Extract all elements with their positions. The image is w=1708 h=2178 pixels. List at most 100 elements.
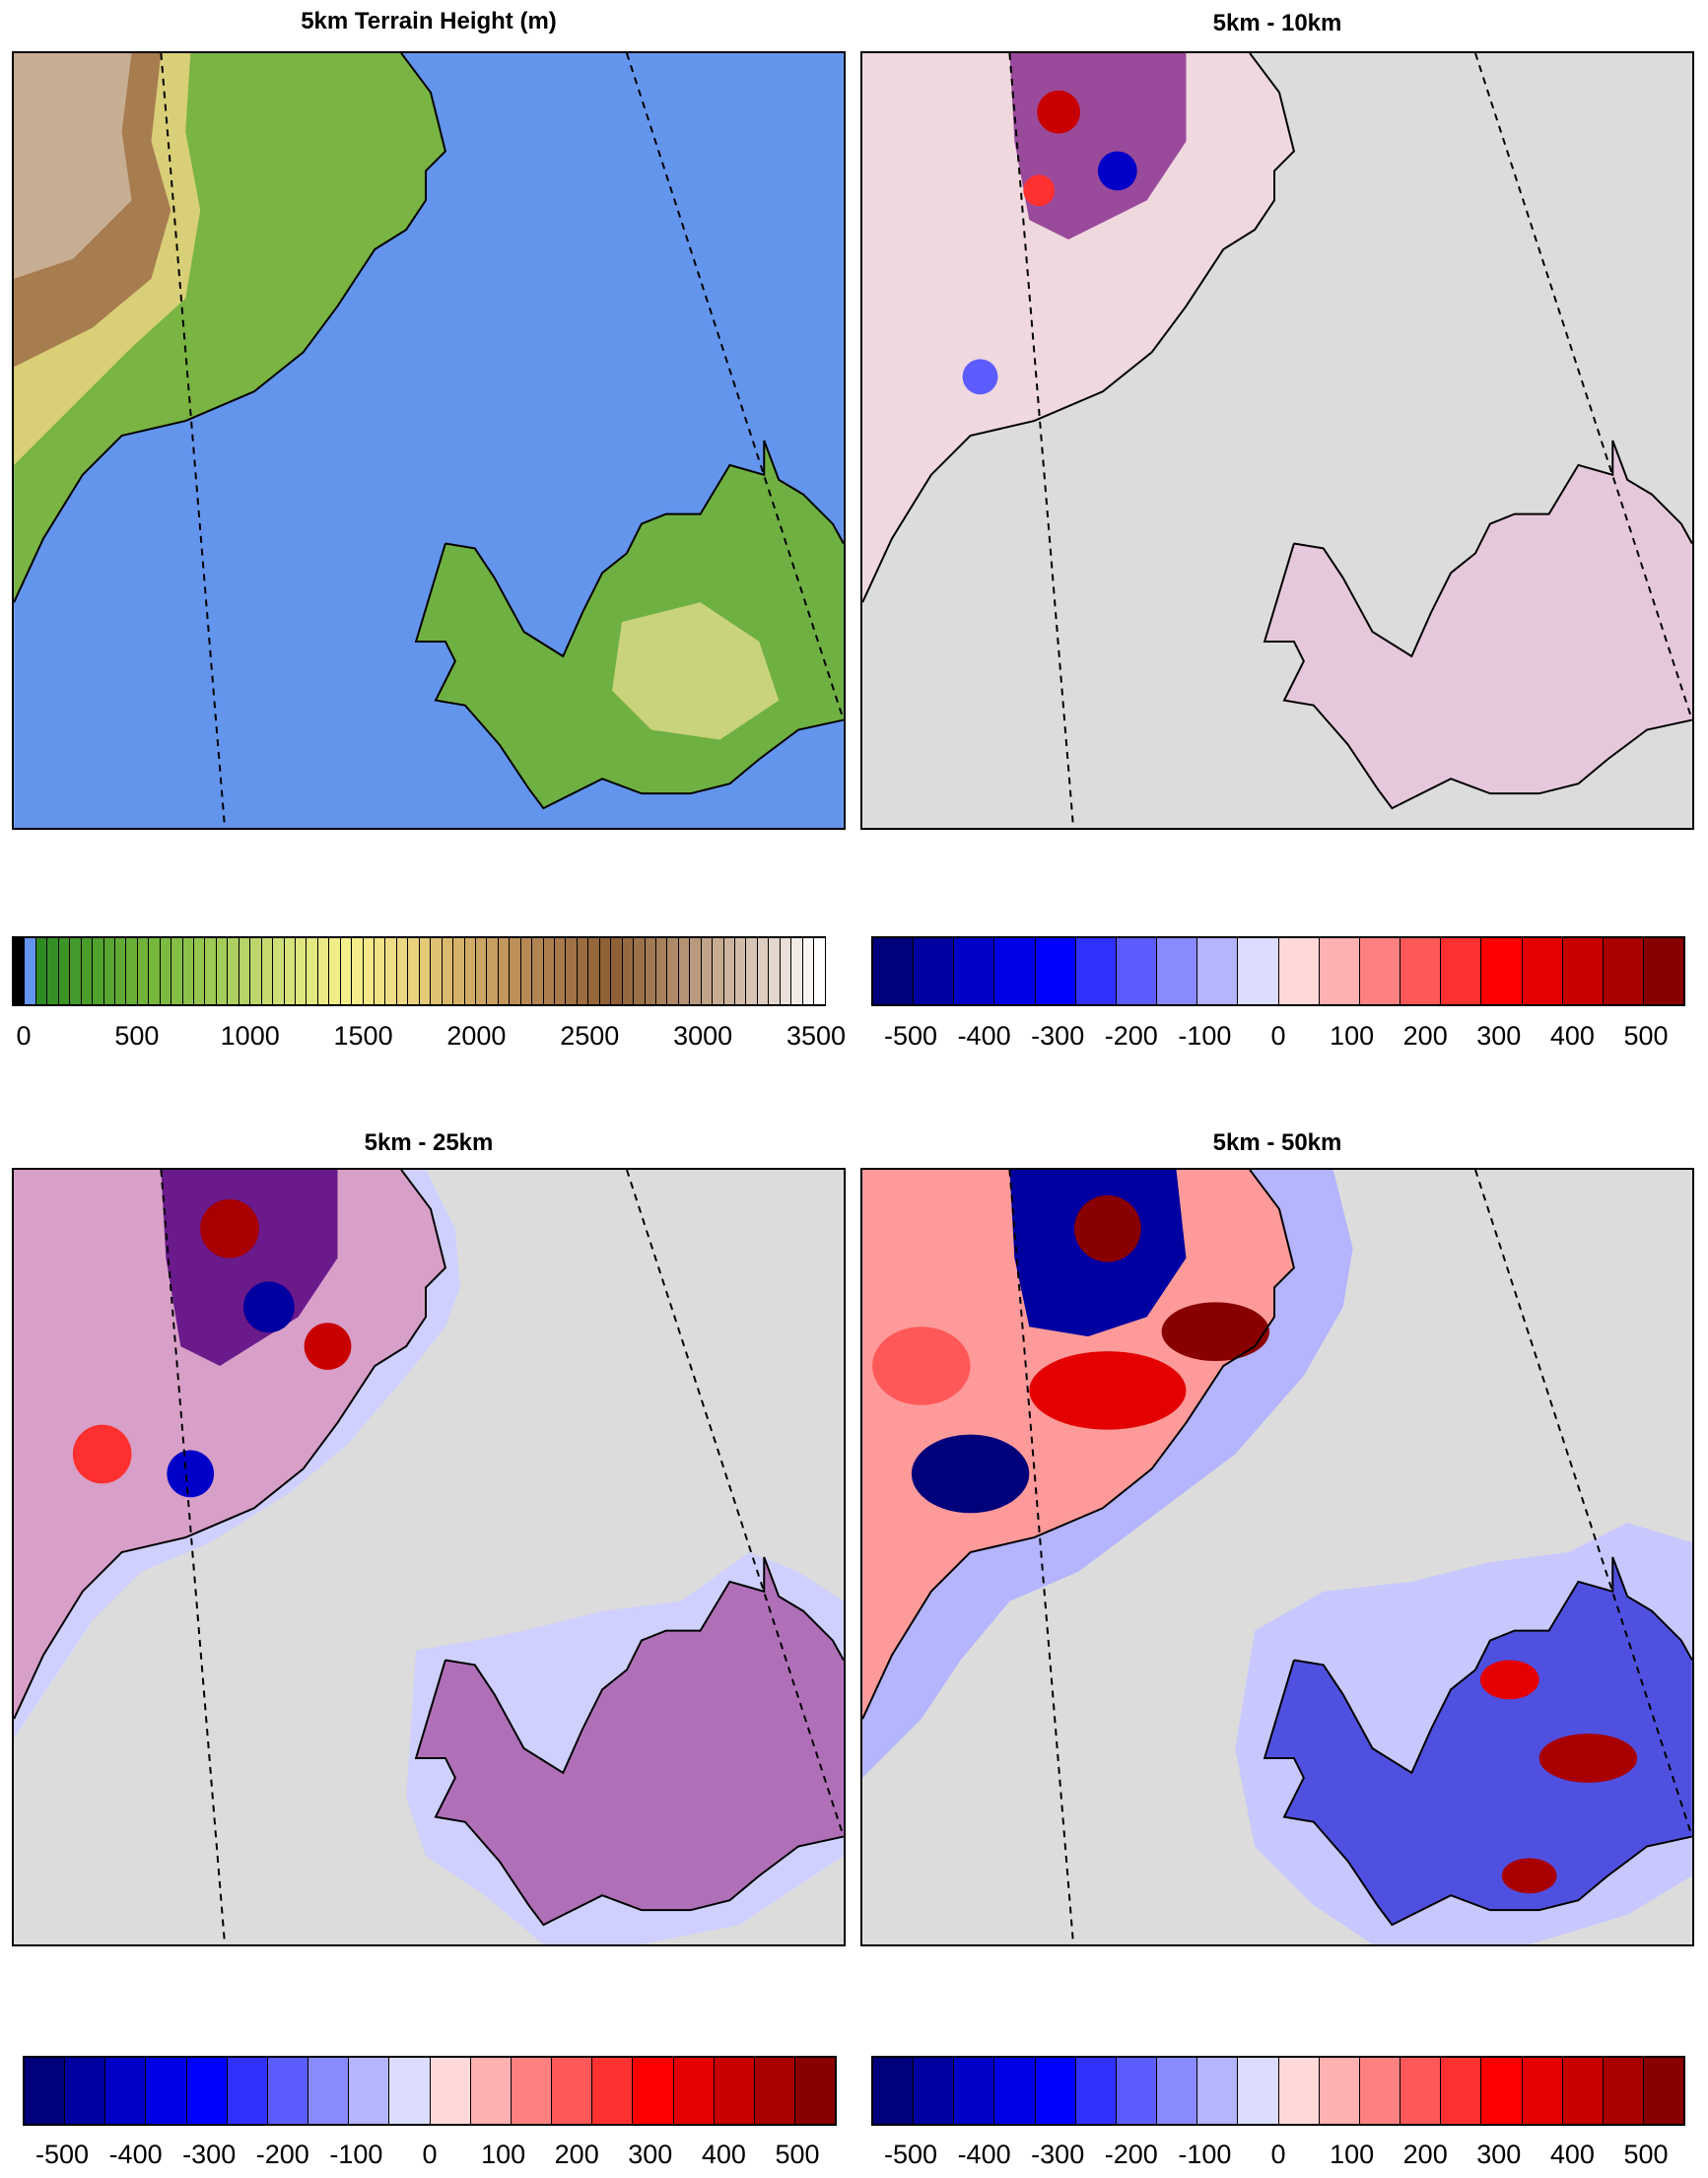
colorbar-cell bbox=[690, 938, 702, 1004]
colorbar-cell bbox=[216, 938, 229, 1004]
colorbar-cell bbox=[914, 938, 955, 1004]
colorbar-cell bbox=[239, 938, 251, 1004]
diff-patch-red bbox=[1029, 1351, 1187, 1430]
colorbar-cell bbox=[389, 2058, 431, 2124]
map-panel-diff10 bbox=[860, 51, 1694, 830]
colorbar-tick-label: 3500 bbox=[786, 1021, 847, 1051]
colorbar-cell bbox=[543, 938, 555, 1004]
colorbar-tick-label: 300 bbox=[628, 2140, 673, 2169]
colorbar-cell bbox=[317, 938, 330, 1004]
colorbar-cell bbox=[634, 938, 646, 1004]
colorbar-tick-label: 400 bbox=[701, 2140, 746, 2169]
colorbar-tick-label: 200 bbox=[1402, 1021, 1448, 1051]
diff-patch-red bbox=[1501, 1858, 1557, 1894]
colorbar-cell bbox=[146, 2058, 187, 2124]
colorbar-cell bbox=[431, 938, 443, 1004]
colorbar-cell bbox=[329, 938, 341, 1004]
colorbar-cell bbox=[873, 2058, 915, 2124]
colorbar-tick-label: 300 bbox=[1476, 2140, 1522, 2169]
colorbar-cell bbox=[1441, 2058, 1482, 2124]
colorbar-tick-label: 2500 bbox=[560, 1021, 620, 1051]
colorbar-cell bbox=[25, 2058, 66, 2124]
colorbar-cell bbox=[1157, 2058, 1198, 2124]
colorbar-cell bbox=[1643, 938, 1684, 1004]
diff-patch-blue bbox=[911, 1434, 1030, 1514]
colorbar-cell bbox=[70, 938, 82, 1004]
colorbar-cell bbox=[47, 938, 59, 1004]
colorbar-tick-label: -300 bbox=[1031, 2140, 1085, 2169]
colorbar-cell bbox=[532, 938, 544, 1004]
colorbar-cell bbox=[81, 938, 94, 1004]
colorbar-cell bbox=[655, 938, 668, 1004]
map-panel-terrain bbox=[12, 51, 846, 830]
colorbar-cell bbox=[1481, 938, 1523, 1004]
colorbar-cell bbox=[1603, 2058, 1644, 2124]
diff-patch-blue bbox=[1097, 151, 1137, 191]
colorbar-cell bbox=[1441, 938, 1482, 1004]
colorbar-cell bbox=[475, 938, 488, 1004]
colorbar-cell bbox=[308, 2058, 350, 2124]
colorbar-cell bbox=[105, 2058, 147, 2124]
panel-title-terrain: 5km Terrain Height (m) bbox=[301, 8, 557, 34]
colorbar-cell bbox=[1481, 2058, 1523, 2124]
colorbar-cell bbox=[385, 938, 397, 1004]
colorbar-difference-top bbox=[871, 936, 1685, 1006]
panel-title-diff50: 5km - 50km bbox=[1212, 1129, 1342, 1156]
colorbar-cell bbox=[363, 938, 375, 1004]
colorbar-cell bbox=[307, 938, 318, 1004]
projection-line-east bbox=[1474, 53, 1692, 720]
colorbar-cell bbox=[780, 938, 792, 1004]
coastline-iceland bbox=[414, 440, 844, 810]
colorbar-cell bbox=[1116, 2058, 1158, 2124]
colorbar-cell bbox=[588, 938, 600, 1004]
colorbar-cell bbox=[349, 2058, 390, 2124]
colorbar-cell bbox=[160, 938, 172, 1004]
colorbar-cell bbox=[1157, 938, 1198, 1004]
colorbar-tick-label: -100 bbox=[1178, 2140, 1232, 2169]
diff10-map bbox=[862, 53, 1692, 828]
colorbar-cell bbox=[171, 938, 183, 1004]
iceland-diff-field bbox=[416, 1557, 844, 1926]
colorbar-cell bbox=[757, 938, 770, 1004]
colorbar-cell bbox=[284, 938, 296, 1004]
colorbar-tick-label: -200 bbox=[255, 2140, 309, 2169]
colorbar-tick-label: 500 bbox=[775, 2140, 820, 2169]
colorbar-cell bbox=[791, 938, 803, 1004]
colorbar-cell bbox=[340, 938, 353, 1004]
colorbar-cell bbox=[114, 938, 127, 1004]
colorbar-cell bbox=[1643, 2058, 1684, 2124]
diff-patch-red bbox=[872, 1327, 971, 1405]
coastline-greenland bbox=[14, 1170, 447, 1720]
colorbar-cell bbox=[520, 938, 533, 1004]
colorbar-cell bbox=[103, 938, 115, 1004]
colorbar-cell bbox=[769, 938, 781, 1004]
colorbar-cell bbox=[794, 2058, 836, 2124]
colorbar-cell bbox=[137, 938, 150, 1004]
colorbar-cell bbox=[149, 938, 161, 1004]
colorbar-cell bbox=[1116, 938, 1158, 1004]
colorbar-tick-label: 400 bbox=[1549, 2140, 1595, 2169]
colorbar-cell bbox=[186, 2058, 228, 2124]
colorbar-cell bbox=[1359, 938, 1401, 1004]
colorbar-cell bbox=[592, 2058, 634, 2124]
colorbar-cell bbox=[735, 938, 747, 1004]
colorbar-cell bbox=[873, 938, 915, 1004]
colorbar-cell bbox=[14, 938, 26, 1004]
projection-line-east bbox=[626, 1170, 844, 1837]
colorbar-cell bbox=[453, 938, 465, 1004]
colorbar-tick-label: 500 bbox=[114, 1021, 160, 1051]
greenland-diff-field bbox=[14, 1170, 445, 1720]
iceland-diff-field bbox=[1264, 441, 1692, 809]
colorbar-cell bbox=[408, 938, 420, 1004]
colorbar-cell bbox=[25, 938, 36, 1004]
colorbar-tick-label: 0 bbox=[16, 1021, 32, 1051]
colorbar-tick-label: 100 bbox=[1330, 2140, 1375, 2169]
colorbar-cell bbox=[194, 938, 206, 1004]
diff-patch-red bbox=[1538, 1734, 1638, 1783]
colorbar-cell bbox=[295, 938, 307, 1004]
colorbar-difference-bottom-right bbox=[871, 2056, 1685, 2126]
colorbar-cell bbox=[510, 938, 521, 1004]
colorbar-cell bbox=[267, 2058, 309, 2124]
colorbar-cell bbox=[723, 938, 735, 1004]
colorbar-tick-label: 3000 bbox=[673, 1021, 733, 1051]
